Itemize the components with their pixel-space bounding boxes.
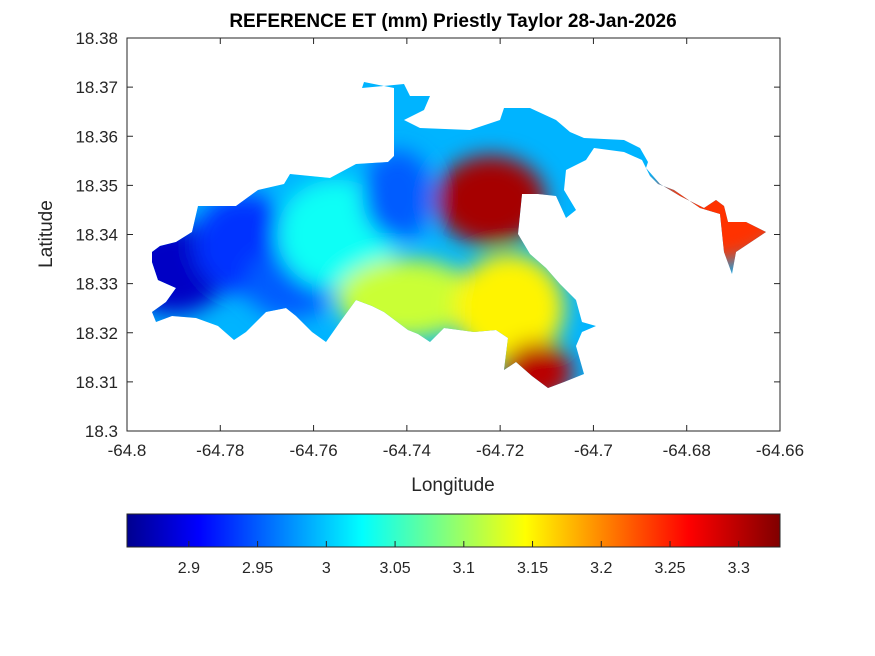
y-tick-label: 18.36 — [75, 127, 118, 146]
heatmap-region-northeast-core — [435, 155, 546, 246]
chart-title: REFERENCE ET (mm) Priestly Taylor 28-Jan… — [229, 11, 676, 32]
y-axis: 18.3 18.31 18.32 18.33 18.34 18.35 18.36 18.37 1… — [75, 29, 780, 441]
y-tick-label: 18.35 — [75, 176, 118, 195]
y-tick-label: 18.3 — [85, 422, 118, 441]
y-tick-label: 18.34 — [75, 226, 118, 245]
x-axis-label: Longitude — [411, 475, 494, 496]
colorbar-tick-label: 3 — [322, 560, 331, 577]
x-tick-label: -64.7 — [574, 441, 613, 460]
y-tick-label: 18.38 — [75, 29, 118, 48]
colorbar-tick-label: 2.9 — [178, 560, 200, 577]
colorbar-tick-label: 3.15 — [517, 560, 548, 577]
x-tick-label: -64.66 — [756, 441, 804, 460]
x-tick-label: -64.74 — [383, 441, 431, 460]
x-tick-label: -64.72 — [476, 441, 524, 460]
colorbar-tick-label: 3.2 — [590, 560, 612, 577]
x-tick-label: -64.8 — [108, 441, 147, 460]
colorbar-tick-label: 3.25 — [654, 560, 685, 577]
colorbar — [126, 513, 781, 548]
colorbar-tick-label: 2.95 — [242, 560, 273, 577]
y-axis-label: Latitude — [36, 200, 57, 268]
x-axis: -64.8 -64.78 -64.76 -64.74 -64.72 -64.7 -64.68… — [108, 38, 804, 460]
y-tick-label: 18.37 — [75, 78, 118, 97]
heatmap-region-north-central — [362, 150, 433, 241]
colorbar-tick-label: 3.3 — [728, 560, 750, 577]
y-tick-label: 18.33 — [75, 275, 118, 294]
y-tick-label: 18.32 — [75, 324, 118, 343]
y-tick-label: 18.31 — [75, 373, 118, 392]
x-tick-label: -64.76 — [289, 441, 337, 460]
x-tick-label: -64.78 — [196, 441, 244, 460]
colorbar-ticks: 2.9 2.95 3 3.05 3.1 3.15 3.2 3.25 3.3 — [178, 541, 750, 577]
x-tick-label: -64.68 — [663, 441, 711, 460]
colorbar-tick-label: 3.1 — [453, 560, 475, 577]
colorbar-tick-label: 3.05 — [380, 560, 411, 577]
